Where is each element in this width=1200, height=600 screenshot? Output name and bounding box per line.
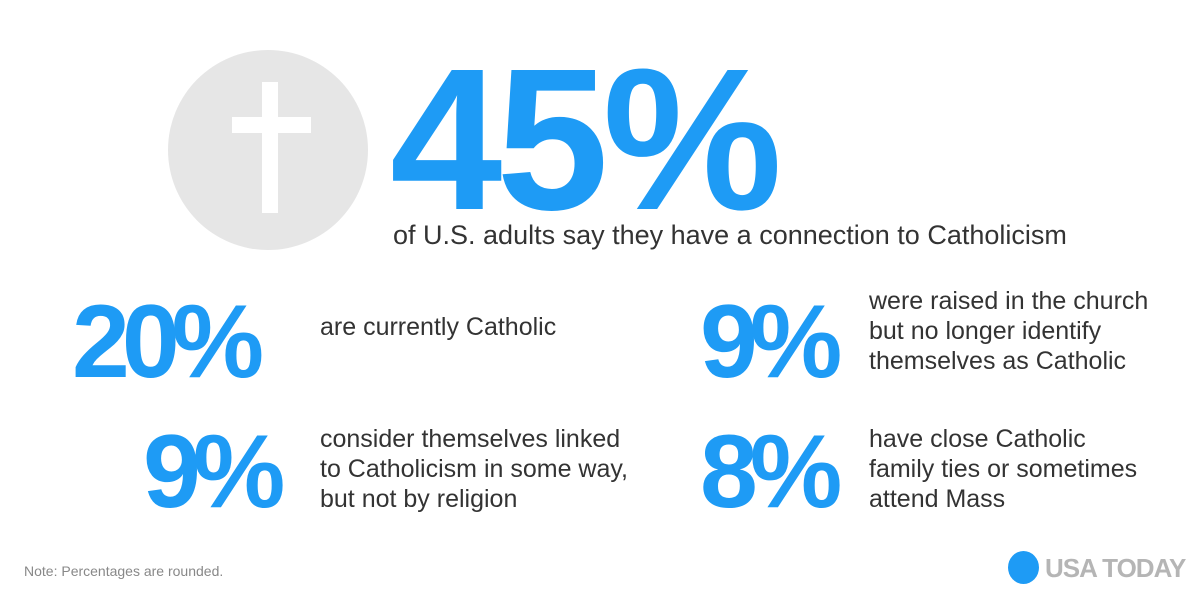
desc-line: to Catholicism in some way, bbox=[320, 455, 628, 483]
stat-value-former: 9% bbox=[700, 284, 842, 400]
usa-today-logo: USA TODAY bbox=[1045, 553, 1186, 583]
stat-description-former: were raised in the church but no longer … bbox=[869, 286, 1148, 376]
desc-line: were raised in the church bbox=[869, 287, 1149, 315]
cross-circle-icon bbox=[168, 50, 368, 250]
desc-line: but no longer identify bbox=[869, 317, 1102, 345]
footnote: Note: Percentages are rounded. bbox=[24, 563, 224, 579]
stat-value-current: 20% bbox=[72, 284, 264, 400]
desc-line: are currently Catholic bbox=[320, 313, 557, 341]
usa-today-logo-dot-icon bbox=[1008, 551, 1039, 584]
desc-line: but not by religion bbox=[320, 485, 518, 513]
desc-line: family ties or sometimes bbox=[869, 455, 1138, 483]
stat-description-family: have close Catholic family ties or somet… bbox=[869, 424, 1137, 514]
stat-value-cultural: 9% bbox=[143, 414, 285, 530]
cross-vertical-bar bbox=[262, 82, 278, 213]
desc-line: consider themselves linked bbox=[320, 425, 621, 453]
desc-line: attend Mass bbox=[869, 485, 1006, 513]
hero-description: of U.S. adults say they have a connectio… bbox=[393, 220, 1067, 250]
stat-description-current: are currently Catholic bbox=[320, 312, 556, 342]
stat-value-family: 8% bbox=[700, 414, 842, 530]
desc-line: have close Catholic bbox=[869, 425, 1086, 453]
hero-percentage: 45% bbox=[390, 26, 782, 252]
desc-line: themselves as Catholic bbox=[869, 347, 1127, 375]
cross-horizontal-bar bbox=[232, 117, 311, 133]
stat-description-cultural: consider themselves linked to Catholicis… bbox=[320, 424, 628, 514]
